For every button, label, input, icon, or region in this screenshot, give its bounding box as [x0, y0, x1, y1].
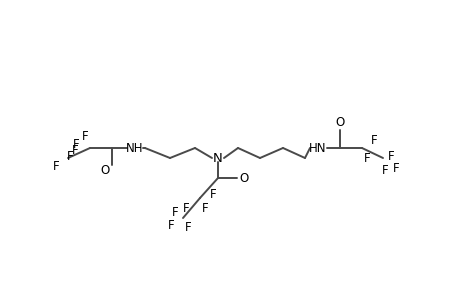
Text: F: F: [184, 221, 191, 235]
Text: F: F: [387, 149, 393, 163]
Text: F: F: [73, 137, 79, 151]
Text: NH: NH: [126, 142, 143, 154]
Text: F: F: [171, 206, 178, 220]
Text: F: F: [67, 149, 73, 163]
Text: F: F: [72, 143, 78, 157]
Text: F: F: [392, 161, 398, 175]
Text: HN: HN: [308, 142, 326, 154]
Text: F: F: [363, 152, 369, 164]
Text: F: F: [82, 130, 88, 143]
Text: F: F: [201, 202, 208, 214]
Text: F: F: [53, 160, 59, 172]
Text: F: F: [182, 202, 189, 214]
Text: O: O: [239, 172, 248, 184]
Text: F: F: [168, 220, 174, 232]
Text: N: N: [213, 152, 223, 164]
Text: F: F: [370, 134, 376, 146]
Text: F: F: [381, 164, 387, 176]
Text: O: O: [100, 164, 109, 176]
Text: O: O: [335, 116, 344, 130]
Text: F: F: [209, 188, 216, 202]
